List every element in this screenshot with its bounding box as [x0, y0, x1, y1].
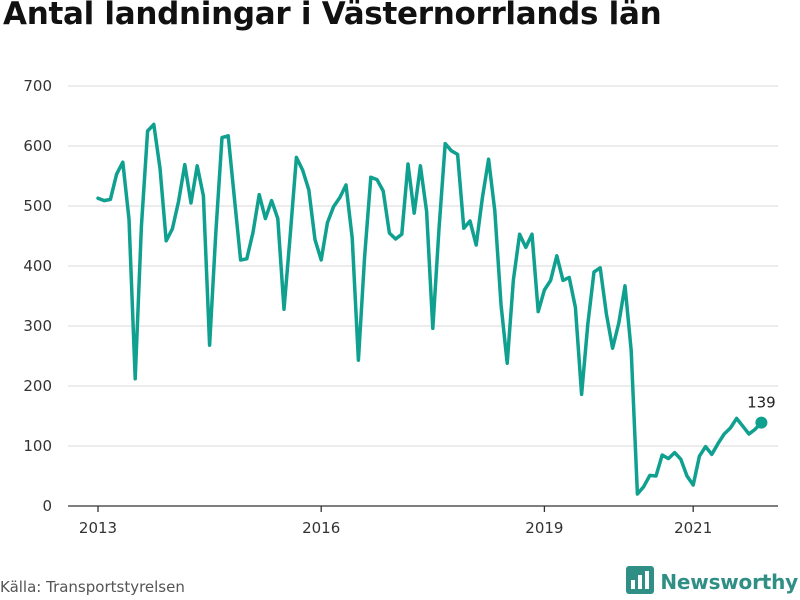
x-tick-label: 2013: [79, 519, 117, 537]
y-tick-label: 0: [42, 497, 52, 515]
x-tick-label: 2016: [302, 519, 340, 537]
gridlines: [68, 85, 778, 447]
y-tick-label: 200: [23, 377, 52, 395]
y-tick-label: 700: [23, 77, 52, 95]
y-tick-label: 300: [23, 317, 52, 335]
source-note: Källa: Transportstyrelsen: [0, 578, 185, 596]
bar-chart-logo-icon: [626, 566, 655, 598]
x-axis-tick-labels: 2013 2016 2019 2021: [79, 519, 712, 537]
series-line: [96, 122, 764, 496]
brand-logo[interactable]: Newsworthy: [626, 566, 798, 598]
y-axis-tick-labels: 0 100 200 300 400 500 600 700: [23, 77, 52, 515]
y-tick-label: 500: [23, 197, 52, 215]
y-tick-label: 400: [23, 257, 52, 275]
x-axis: [68, 505, 778, 512]
y-tick-label: 600: [23, 137, 52, 155]
end-value-label: 139: [747, 394, 776, 412]
y-tick-label: 100: [23, 437, 52, 455]
chart-title: Antal landningar i Västernorrlands län: [3, 0, 662, 32]
x-tick-label: 2019: [525, 519, 563, 537]
end-point-marker: [755, 416, 768, 429]
x-tick-label: 2021: [674, 519, 712, 537]
brand-name: Newsworthy: [660, 570, 798, 594]
